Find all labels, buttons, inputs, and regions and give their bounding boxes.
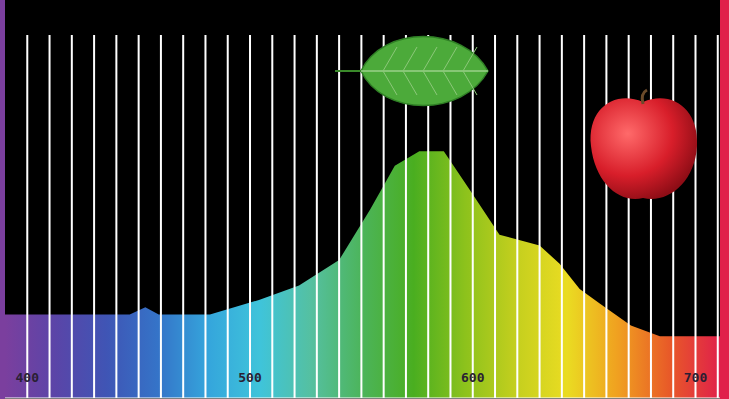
svg-text:600: 600	[461, 370, 485, 385]
svg-text:400: 400	[16, 370, 40, 385]
svg-text:500: 500	[238, 370, 262, 385]
svg-text:700: 700	[684, 370, 708, 385]
